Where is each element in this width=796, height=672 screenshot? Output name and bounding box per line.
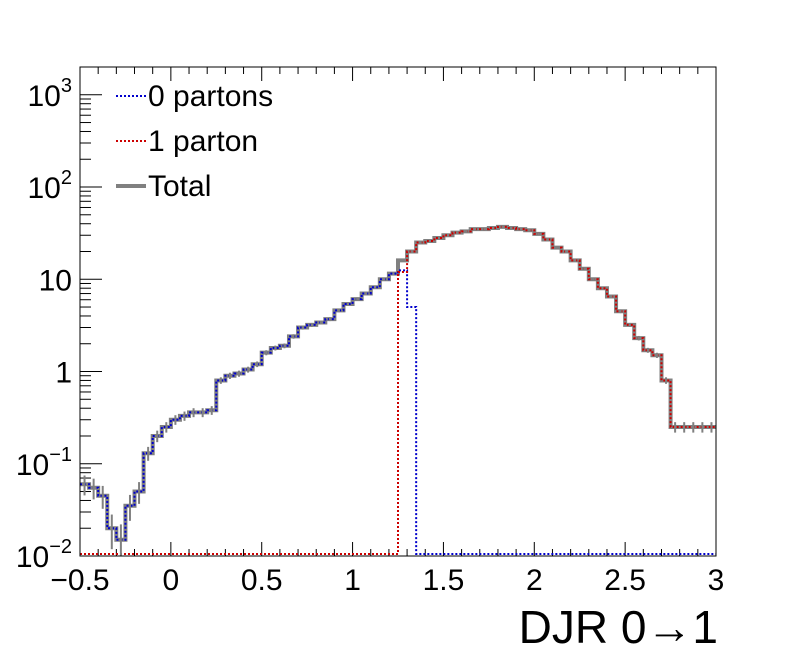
legend-entry-2: Total	[116, 170, 211, 203]
legend-label-1: 1 parton	[148, 125, 258, 158]
y-tick-label-5: 103	[28, 75, 73, 113]
legend: 0 partons 1 parton Total	[116, 80, 273, 203]
x-tick-label-0: −0.5	[50, 564, 109, 597]
y-tick-label-2: 1	[55, 357, 72, 390]
legend-label-0: 0 partons	[148, 80, 273, 113]
series-layer	[80, 224, 716, 556]
y-tick-label-4: 102	[28, 167, 73, 205]
x-tick-label-5: 2	[526, 564, 543, 597]
y-tick-label-1: 10−1	[16, 444, 72, 482]
series-1-parton-line	[80, 225, 716, 555]
x-tick-label-3: 1	[344, 564, 361, 597]
series-0-partons-line	[80, 269, 716, 555]
x-tick-label-4: 1.5	[423, 564, 465, 597]
legend-label-2: Total	[148, 170, 211, 203]
x-axis-title: DJR 0→1	[519, 601, 718, 653]
x-tick-label-7: 3	[708, 564, 725, 597]
x-tick-label-6: 2.5	[604, 564, 646, 597]
y-tick-label-0: 10−2	[16, 536, 72, 574]
x-tick-label-2: 0.5	[241, 564, 283, 597]
x-tick-labels: −0.5 0 0.5 1 1.5 2 2.5 3	[50, 564, 724, 597]
legend-entry-0: 0 partons	[116, 80, 273, 113]
x-tick-label-1: 0	[163, 564, 180, 597]
y-tick-labels: 10−2 10−1 1 10 102 103	[16, 75, 72, 574]
legend-entry-1: 1 parton	[116, 125, 258, 158]
plot-frame	[79, 66, 717, 557]
y-tick-label-3: 10	[39, 264, 72, 297]
